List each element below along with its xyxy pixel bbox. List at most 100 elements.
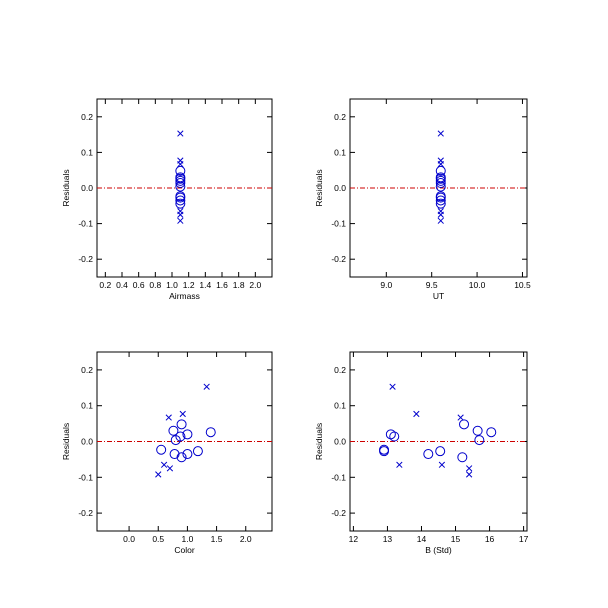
panel-airmass-xtick-label: 1.4 (199, 280, 211, 290)
panel-ut-ytick-label: 0.0 (334, 183, 346, 193)
panel-ut-point-x (437, 211, 444, 218)
panel-airmass-point-x (177, 160, 184, 168)
panel-b-std-point-x (396, 461, 403, 468)
panel-b-std-x-axis-label: B (Std) (425, 545, 452, 555)
panel-ut-point-circle (435, 195, 446, 206)
panel-ut-y-axis-label: Residuals (314, 169, 324, 206)
panel-airmass: -0.2 -0.1 0.0 0.1 0.2 0.2 0.4 0.6 0.8 1.0 1.2 1.4 1.… (61, 98, 273, 301)
panel-color-point-x (166, 465, 174, 472)
panel-b-std-point-circle (486, 427, 497, 438)
panel-ut-xtick-label: 10.5 (514, 280, 531, 290)
panel-airmass-xtick-label: 0.2 (99, 280, 111, 290)
panel-color-point-circle (168, 425, 179, 436)
panel-airmass-point-x (177, 217, 184, 224)
panel-b-std-xtick-label: 14 (417, 534, 427, 544)
panel-color-point-x (179, 410, 186, 418)
panel-color-point-x (155, 471, 162, 478)
panel-b-std-point-circle (385, 429, 396, 440)
panel-b-std-point-circle (389, 431, 400, 442)
panel-airmass-ytick-label: 0.1 (81, 147, 93, 157)
panel-ut-xtick-label: 9.5 (426, 280, 438, 290)
panel-ut-point-x (437, 217, 444, 224)
panel-airmass-xtick-label: 1.0 (166, 280, 178, 290)
panel-airmass-ytick-label: -0.2 (78, 254, 93, 264)
panel-b-std-point-circle (379, 446, 390, 457)
panel-airmass-xtick-label: 1.6 (216, 280, 228, 290)
panel-color-xtick-label: 2.0 (240, 534, 252, 544)
panel-b-std-xtick-label: 13 (383, 534, 393, 544)
panel-color-point-x (203, 383, 210, 390)
panel-airmass-point-circle (175, 165, 186, 176)
panel-b-std-ytick-label: -0.1 (331, 472, 346, 482)
panel-b-std-ytick-label: 0.1 (334, 401, 346, 411)
panel-b-std-ytick-label: 0.0 (334, 437, 346, 447)
panel-ut: -0.2 -0.1 0.0 0.1 0.2 9.0 9.5 10.0 10.5 UT Residua… (314, 98, 531, 301)
panel-ut-point-x (437, 160, 444, 168)
panel-b-std-point-x (413, 410, 420, 418)
panel-airmass-xtick-label: 0.6 (133, 280, 145, 290)
panel-b-std-point-circle (472, 425, 483, 436)
panel-color-xtick-label: 0.5 (152, 534, 164, 544)
panel-airmass-x-axis-label: Airmass (169, 291, 200, 301)
panel-color: -0.2 -0.1 0.0 0.1 0.2 0.0 0.5 1.0 1.5 2.0 Color Res… (61, 351, 273, 555)
panel-b-std-point-x (465, 465, 473, 472)
panel-airmass-point-circle (175, 198, 186, 209)
panel-ut-ytick-label: 0.1 (334, 147, 346, 157)
panel-airmass-point-x (177, 130, 184, 137)
panel-airmass-xtick-label: 1.8 (233, 280, 245, 290)
panel-ut-point-circle (435, 198, 446, 209)
panel-b-std-xtick-label: 15 (451, 534, 461, 544)
panel-airmass-point-circle (175, 195, 186, 206)
panel-ut-point-circle (435, 192, 446, 203)
panel-color-point-x (165, 414, 172, 421)
panel-b-std-xtick-label: 16 (485, 534, 495, 544)
panel-ut-xtick-label: 9.0 (380, 280, 392, 290)
panel-ut-point-x (437, 130, 444, 137)
panel-b-std-point-x (465, 471, 473, 478)
panel-color-point-circle (205, 427, 216, 438)
panel-color-ytick-label: 0.2 (81, 365, 93, 375)
panel-color-ytick-label: -0.1 (78, 472, 93, 482)
panel-airmass-point-x (177, 211, 184, 218)
panel-ut-xtick-label: 10.0 (469, 280, 486, 290)
panel-b-std-y-axis-label: Residuals (314, 423, 324, 460)
panel-ut-point-circle (435, 181, 446, 192)
panel-color-point-circle (170, 435, 181, 446)
panel-color-point-circle (192, 446, 203, 457)
panel-b-std-point-circle (423, 449, 434, 460)
panel-b-std-ytick-label: -0.2 (331, 508, 346, 518)
panel-color-point-circle (176, 452, 187, 463)
panel-ut-ytick-label: 0.2 (334, 112, 346, 122)
panel-color-y-axis-label: Residuals (61, 423, 71, 460)
panel-airmass-xtick-label: 0.4 (116, 280, 128, 290)
panel-airmass-point-circle (175, 192, 186, 203)
panel-color-xtick-label: 0.0 (123, 534, 135, 544)
panel-color-xtick-label: 1.5 (211, 534, 223, 544)
panel-color-point-circle (182, 449, 193, 460)
panel-color-point-circle (156, 444, 167, 455)
panel-airmass-point-circle (175, 178, 186, 189)
panel-color-x-axis-label: Color (174, 545, 194, 555)
panel-airmass-xtick-label: 2.0 (249, 280, 261, 290)
panel-ut-x-axis-label: UT (433, 291, 444, 301)
panel-b-std: -0.2 -0.1 0.0 0.1 0.2 12 13 14 15 16 17 B (Std) Resi… (314, 351, 529, 555)
panel-airmass-ytick-label: 0.2 (81, 112, 93, 122)
panel-b-std-point-x (389, 383, 396, 390)
panel-color-ytick-label: -0.2 (78, 508, 93, 518)
panel-airmass-xtick-label: 1.2 (183, 280, 195, 290)
panel-b-std-point-circle (459, 419, 470, 430)
panel-b-std-xtick-label: 17 (519, 534, 529, 544)
panel-ut-ytick-label: -0.2 (331, 254, 346, 264)
panel-color-ytick-label: 0.1 (81, 401, 93, 411)
panel-b-std-point-x (457, 414, 464, 421)
panel-airmass-point-circle (175, 181, 186, 192)
panel-color-xtick-label: 1.0 (182, 534, 194, 544)
panel-b-std-ytick-label: 0.2 (334, 365, 346, 375)
panel-airmass-y-axis-label: Residuals (61, 169, 71, 206)
panel-color-point-x (160, 461, 168, 468)
panel-ut-point-circle (435, 178, 446, 189)
panel-airmass-ytick-label: -0.1 (78, 219, 93, 229)
panel-color-ytick-label: 0.0 (81, 437, 93, 447)
panel-airmass-xtick-label: 0.8 (149, 280, 161, 290)
panel-color-point-circle (176, 419, 187, 430)
